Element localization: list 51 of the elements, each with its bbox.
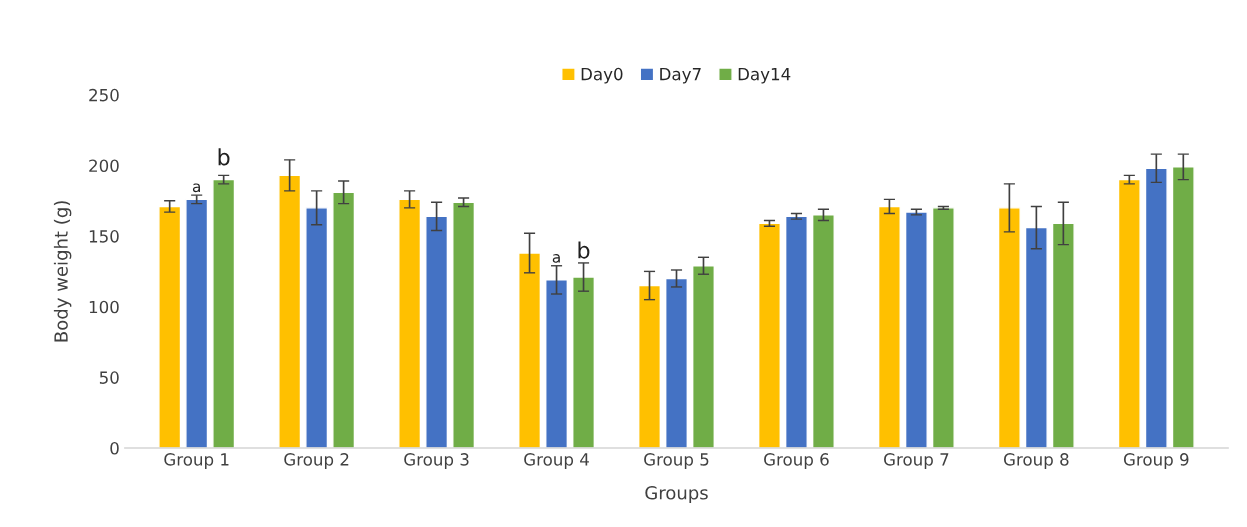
bar [997,207,1021,448]
y-tick-label: 50 [99,371,119,384]
bar [1171,166,1195,448]
y-tick-label: 250 [89,88,119,102]
bar [398,198,422,448]
x-tick-label: Group 7 [884,453,949,469]
x-tick-label: Group 4 [524,453,589,469]
bar [452,201,476,448]
bar [757,222,781,448]
bar [278,174,302,448]
bar [332,191,356,448]
annotation: b [578,241,590,259]
bar [572,276,596,448]
bar [1117,178,1141,448]
bar [1144,167,1168,448]
bar [811,214,835,448]
bar [1024,226,1048,448]
y-tick-label: 200 [89,159,119,173]
bar [212,178,236,448]
x-tick-label: Group 9 [1123,453,1189,469]
bar [1051,222,1075,448]
bar [545,279,569,448]
bar [305,207,329,448]
legend-label: Day7 [660,68,701,84]
bar [931,207,955,448]
x-tick-label: Group 3 [404,453,469,469]
x-tick-label: Group 2 [284,453,349,469]
annotation: b [218,148,230,166]
bar [638,284,661,448]
bar [665,277,688,448]
y-tick-label: 100 [89,300,119,314]
bar [425,215,449,448]
bar [904,211,928,448]
y-axis-title: Body weight (g) [53,201,72,342]
x-tick-label: Group 6 [764,453,829,469]
bar [185,198,209,448]
bar [784,215,808,448]
bar [518,252,542,448]
x-tick-label: Group 1 [164,453,229,469]
annotation: a [552,254,560,263]
bar [691,265,715,448]
legend-label: Day0 [581,67,623,84]
x-tick-label: Group 5 [644,453,709,469]
bar [158,205,182,448]
legend-label: Day14 [738,68,791,84]
y-tick-label: 0 [110,441,119,455]
annotation: a [192,183,200,193]
x-tick-label: Group 8 [1003,453,1069,469]
x-axis-title: Groups [645,485,708,504]
bar [877,205,901,448]
y-tick-label: 150 [89,230,119,243]
